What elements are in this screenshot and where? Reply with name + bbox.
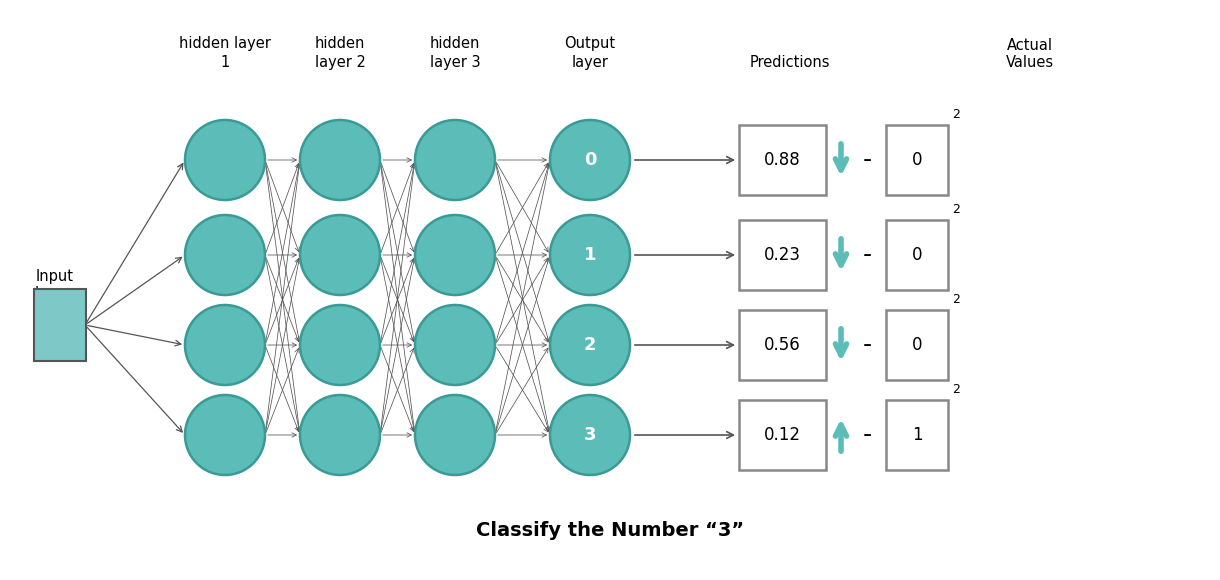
Circle shape [185, 215, 265, 295]
Circle shape [550, 395, 630, 475]
FancyBboxPatch shape [886, 125, 948, 195]
Circle shape [550, 120, 630, 200]
Text: -: - [863, 423, 871, 447]
Text: 1: 1 [583, 246, 597, 264]
FancyBboxPatch shape [739, 125, 826, 195]
Text: 0.88: 0.88 [764, 151, 800, 169]
Text: hidden
layer 2: hidden layer 2 [315, 37, 366, 70]
Text: 0: 0 [911, 246, 922, 264]
Text: 0.12: 0.12 [764, 426, 802, 444]
Circle shape [185, 395, 265, 475]
Text: 2: 2 [952, 383, 960, 396]
Text: 0: 0 [583, 151, 597, 169]
Circle shape [300, 305, 379, 385]
FancyBboxPatch shape [739, 400, 826, 470]
FancyBboxPatch shape [886, 220, 948, 290]
Text: 0: 0 [911, 336, 922, 354]
Text: Actual
Values: Actual Values [1006, 38, 1054, 70]
Text: 2: 2 [583, 336, 597, 354]
Text: Classify the Number “3”: Classify the Number “3” [476, 520, 744, 539]
Text: hidden layer
1: hidden layer 1 [179, 37, 271, 70]
Text: Predictions: Predictions [750, 55, 831, 70]
Text: Output
layer: Output layer [565, 37, 616, 70]
Circle shape [185, 120, 265, 200]
Text: 2: 2 [952, 203, 960, 216]
Text: hidden
layer 3: hidden layer 3 [429, 37, 481, 70]
FancyBboxPatch shape [739, 310, 826, 380]
Text: 0: 0 [911, 151, 922, 169]
Circle shape [550, 215, 630, 295]
Text: -: - [863, 148, 871, 172]
Circle shape [415, 215, 495, 295]
Circle shape [300, 120, 379, 200]
Text: 3: 3 [583, 426, 597, 444]
Circle shape [550, 305, 630, 385]
Circle shape [415, 395, 495, 475]
Text: -: - [863, 333, 871, 357]
Circle shape [415, 120, 495, 200]
Text: 2: 2 [952, 108, 960, 121]
FancyBboxPatch shape [34, 289, 85, 361]
Text: 0.23: 0.23 [764, 246, 802, 264]
Circle shape [300, 395, 379, 475]
Circle shape [185, 305, 265, 385]
FancyBboxPatch shape [886, 400, 948, 470]
Circle shape [415, 305, 495, 385]
Text: 1: 1 [911, 426, 922, 444]
FancyBboxPatch shape [739, 220, 826, 290]
FancyBboxPatch shape [886, 310, 948, 380]
Text: Input
Layer: Input Layer [34, 269, 76, 301]
Text: 2: 2 [952, 293, 960, 306]
Text: 0.56: 0.56 [764, 336, 800, 354]
Text: -: - [863, 243, 871, 267]
Circle shape [300, 215, 379, 295]
